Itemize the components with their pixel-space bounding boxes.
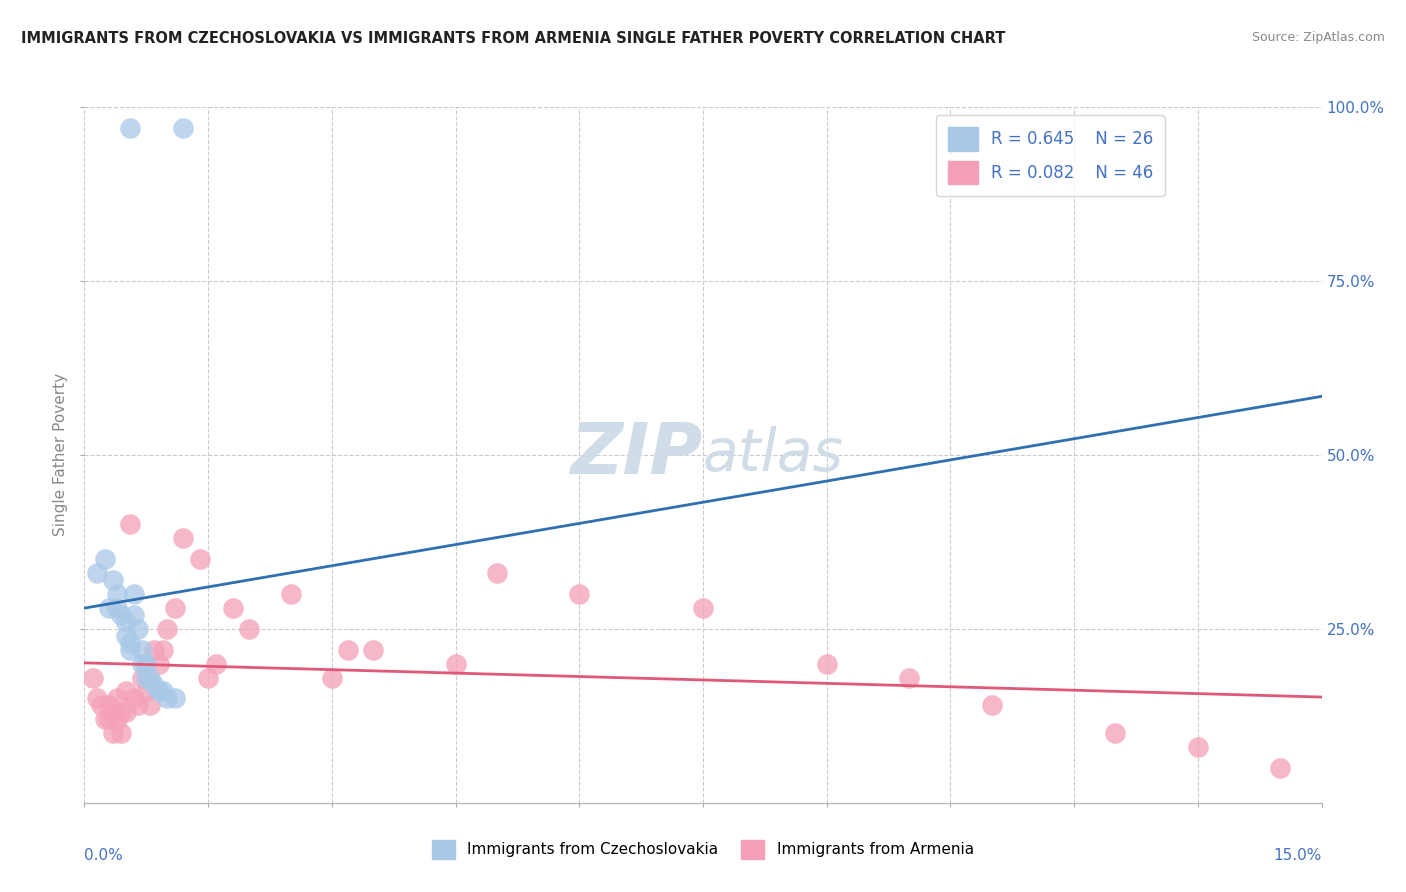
Text: 15.0%: 15.0% (1274, 848, 1322, 863)
Point (197, 671, 219, 685)
Point (135, 657, 157, 671)
Point (188, 552, 211, 566)
Point (980, 698, 1002, 713)
Point (152, 684, 174, 698)
Point (135, 684, 157, 698)
Point (103, 573, 125, 587)
Point (98, 698, 121, 713)
Point (127, 698, 149, 713)
Point (94, 552, 117, 566)
Point (337, 642, 360, 657)
Point (131, 657, 153, 671)
Point (135, 671, 157, 685)
Point (105, 691, 128, 706)
Point (122, 691, 145, 706)
Point (90, 698, 112, 713)
Point (1270, 761, 1292, 775)
Point (152, 642, 174, 657)
Point (118, 517, 141, 532)
Point (485, 566, 508, 581)
Point (110, 726, 132, 740)
Point (118, 120, 141, 135)
Point (98, 601, 121, 615)
Point (692, 601, 714, 615)
Point (105, 601, 128, 615)
Point (143, 677, 166, 691)
Point (1104, 726, 1126, 740)
Point (238, 622, 260, 636)
Point (139, 671, 162, 685)
Point (898, 671, 921, 685)
Point (131, 671, 153, 685)
Point (105, 712, 128, 726)
Point (114, 615, 136, 629)
Point (165, 691, 187, 706)
Point (143, 642, 166, 657)
Point (361, 642, 384, 657)
Point (222, 601, 245, 615)
Point (122, 587, 145, 601)
Point (114, 629, 136, 643)
Point (86, 691, 108, 706)
Point (98, 712, 121, 726)
Text: IMMIGRANTS FROM CZECHOSLOVAKIA VS IMMIGRANTS FROM ARMENIA SINGLE FATHER POVERTY : IMMIGRANTS FROM CZECHOSLOVAKIA VS IMMIGR… (21, 31, 1005, 46)
Point (118, 642, 141, 657)
Point (86, 566, 108, 581)
Point (280, 587, 302, 601)
Point (114, 684, 136, 698)
Point (127, 622, 149, 636)
Point (118, 636, 141, 650)
Point (148, 657, 170, 671)
Point (205, 657, 228, 671)
Point (568, 587, 591, 601)
Point (139, 698, 162, 713)
Point (122, 607, 145, 622)
Point (148, 684, 170, 698)
Text: ZIP: ZIP (571, 420, 703, 490)
Point (110, 607, 132, 622)
Point (444, 657, 467, 671)
Text: atlas: atlas (703, 426, 844, 483)
Point (82, 671, 104, 685)
Point (815, 657, 838, 671)
Text: 0.0%: 0.0% (84, 848, 124, 863)
Legend: Immigrants from Czechoslovakia, Immigrants from Armenia: Immigrants from Czechoslovakia, Immigran… (426, 834, 980, 864)
Text: Source: ZipAtlas.com: Source: ZipAtlas.com (1251, 31, 1385, 45)
Point (156, 622, 179, 636)
Point (94, 712, 117, 726)
Point (1187, 740, 1209, 755)
Y-axis label: Single Father Poverty: Single Father Poverty (53, 374, 69, 536)
Point (114, 706, 136, 720)
Point (131, 642, 153, 657)
Point (105, 587, 128, 601)
Point (103, 706, 125, 720)
Point (156, 691, 179, 706)
Point (172, 532, 194, 546)
Point (110, 706, 132, 720)
Point (172, 120, 194, 135)
Point (321, 671, 343, 685)
Point (103, 726, 125, 740)
Point (165, 601, 187, 615)
